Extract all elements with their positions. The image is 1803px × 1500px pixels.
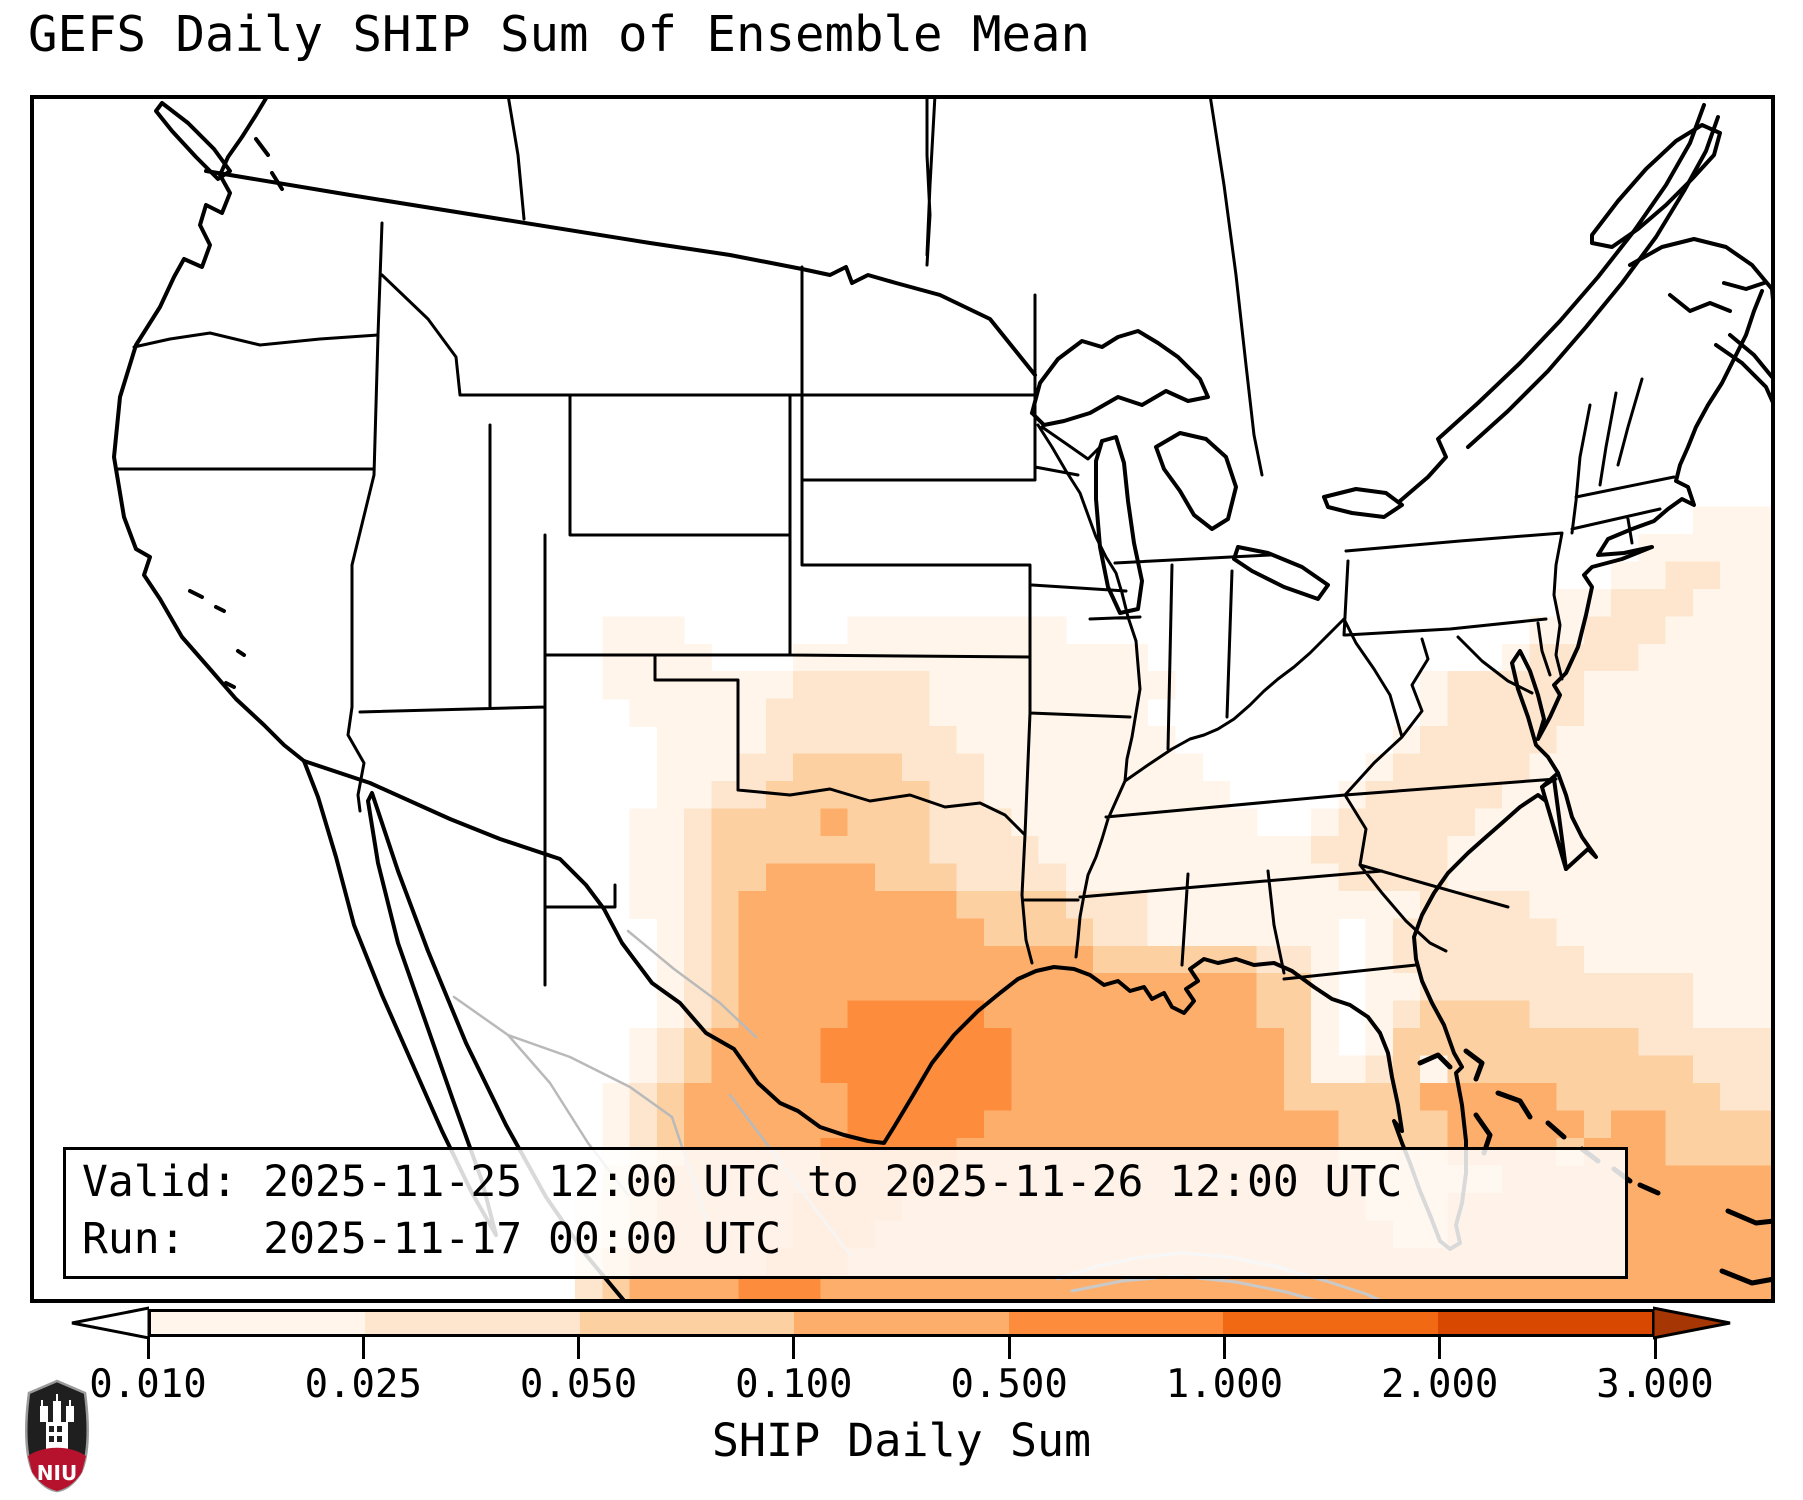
- colorbar-tick: [1438, 1337, 1442, 1359]
- logo-red-band: [28, 1447, 86, 1491]
- logo-text: NIU: [37, 1461, 77, 1485]
- colorbar-tick: [1653, 1337, 1657, 1359]
- colorbar-segment: [579, 1312, 795, 1334]
- run-text: Run: 2025-11-17 00:00 UTC: [82, 1214, 781, 1264]
- colorbar-segment: [1437, 1312, 1652, 1334]
- colorbar-tick-label: 0.010: [89, 1362, 207, 1407]
- colorbar-segment: [1008, 1312, 1224, 1334]
- colorbar-tick-label: 3.000: [1596, 1362, 1714, 1407]
- colorbar-tick-label: 2.000: [1381, 1362, 1499, 1407]
- page-title: GEFS Daily SHIP Sum of Ensemble Mean: [28, 6, 1091, 63]
- coastline: [112, 95, 1775, 1303]
- colorbar-tick-label: 1.000: [1165, 1362, 1284, 1407]
- colorbar-tick: [792, 1337, 796, 1359]
- colorbar-tick: [146, 1337, 150, 1359]
- colorbar-segment: [151, 1312, 366, 1334]
- niu-logo: NIU: [25, 1379, 89, 1493]
- colorbar-bar: [148, 1309, 1655, 1337]
- us-map-svg: [30, 95, 1775, 1303]
- valid-text: Valid: 2025-11-25 12:00 UTC to 2025-11-2…: [82, 1157, 1403, 1207]
- colorbar-segment: [1223, 1312, 1438, 1334]
- colorbar-tick: [1222, 1337, 1226, 1359]
- state-borders: [114, 95, 1676, 987]
- colorbar-tick: [1007, 1337, 1011, 1359]
- colorbar-axis-label: SHIP Daily Sum: [711, 1414, 1092, 1467]
- map-border: [30, 95, 1775, 1303]
- colorbar-tick-label: 0.025: [304, 1362, 422, 1407]
- colorbar-tick-label: 0.050: [519, 1362, 638, 1407]
- colorbar-tick: [577, 1337, 581, 1359]
- colorbar-segment: [794, 1312, 1009, 1334]
- colorbar-left-arrow-icon: [71, 1306, 149, 1340]
- castle-icon: [40, 1394, 74, 1454]
- colorbar-right-arrow-icon: [1653, 1306, 1731, 1340]
- colorbar-tick: [361, 1337, 365, 1359]
- colorbar-tick-label: 0.500: [950, 1362, 1068, 1407]
- info-box: Valid: 2025-11-25 12:00 UTC to 2025-11-2…: [63, 1147, 1628, 1279]
- heatmap-layer: [575, 506, 1775, 1303]
- colorbar-tick-label: 0.100: [735, 1362, 853, 1407]
- colorbar-segment: [365, 1312, 580, 1334]
- map-frame: [30, 95, 1775, 1303]
